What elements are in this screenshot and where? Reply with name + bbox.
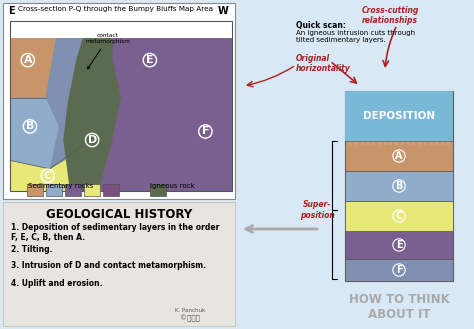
FancyBboxPatch shape <box>238 0 474 329</box>
Text: Quick scan:: Quick scan: <box>296 21 346 30</box>
Text: 2. Tilting.: 2. Tilting. <box>11 245 53 254</box>
FancyBboxPatch shape <box>103 184 119 196</box>
FancyBboxPatch shape <box>150 184 166 196</box>
Polygon shape <box>90 21 232 191</box>
FancyBboxPatch shape <box>345 141 453 171</box>
Text: A: A <box>395 151 403 161</box>
FancyBboxPatch shape <box>65 184 81 196</box>
Text: GEOLOGICAL HISTORY: GEOLOGICAL HISTORY <box>46 208 192 221</box>
FancyBboxPatch shape <box>345 91 453 141</box>
Text: An igneous intrusion cuts through
tilted sedimentary layers.: An igneous intrusion cuts through tilted… <box>296 30 415 43</box>
Text: C: C <box>395 211 402 221</box>
FancyBboxPatch shape <box>27 184 43 196</box>
Text: A: A <box>23 55 32 65</box>
Polygon shape <box>10 21 59 97</box>
FancyBboxPatch shape <box>345 259 453 281</box>
FancyBboxPatch shape <box>345 91 453 281</box>
Polygon shape <box>64 21 121 191</box>
FancyBboxPatch shape <box>10 7 232 38</box>
Text: ©ⓘⓢⒶ: ©ⓘⓢⒶ <box>180 314 200 322</box>
Text: 1. Deposition of sedimentary layers in the order
F, E, C, B, then A.: 1. Deposition of sedimentary layers in t… <box>11 223 219 242</box>
Text: 3. Intrusion of D and contact metamorphism.: 3. Intrusion of D and contact metamorphi… <box>11 261 206 270</box>
FancyArrowPatch shape <box>246 226 317 232</box>
Text: Sedimentary rocks: Sedimentary rocks <box>28 183 93 189</box>
Text: contact
metamorphism: contact metamorphism <box>85 33 130 69</box>
Text: Super-
position: Super- position <box>300 200 334 220</box>
Text: DEPOSITION: DEPOSITION <box>363 111 435 121</box>
Text: HOW TO THINK
ABOUT IT: HOW TO THINK ABOUT IT <box>348 293 449 321</box>
Text: W: W <box>217 6 228 16</box>
Text: D: D <box>88 135 97 145</box>
Polygon shape <box>10 140 99 191</box>
Text: E: E <box>396 240 402 250</box>
Text: Igneous rock: Igneous rock <box>150 183 195 189</box>
Text: E: E <box>146 55 154 65</box>
FancyBboxPatch shape <box>3 3 235 199</box>
Text: C: C <box>44 171 52 181</box>
Text: 4. Uplift and erosion.: 4. Uplift and erosion. <box>11 279 102 288</box>
Text: Cross-section P-Q through the Bumpy Bluffs Map Area: Cross-section P-Q through the Bumpy Bluf… <box>18 6 213 12</box>
FancyBboxPatch shape <box>84 184 100 196</box>
Text: E: E <box>8 6 15 16</box>
Text: B: B <box>26 121 34 131</box>
Text: B: B <box>395 181 403 191</box>
Text: K. Panchuk: K. Panchuk <box>175 308 205 313</box>
Polygon shape <box>10 21 232 191</box>
FancyBboxPatch shape <box>345 171 453 201</box>
Polygon shape <box>10 97 59 169</box>
Text: Original
horizontality: Original horizontality <box>296 54 351 73</box>
FancyBboxPatch shape <box>3 202 235 326</box>
Text: F: F <box>396 265 402 275</box>
FancyBboxPatch shape <box>345 201 453 231</box>
FancyBboxPatch shape <box>345 231 453 259</box>
Text: F: F <box>201 126 209 137</box>
Text: Cross-cutting
relationships: Cross-cutting relationships <box>361 6 419 25</box>
FancyBboxPatch shape <box>46 184 62 196</box>
